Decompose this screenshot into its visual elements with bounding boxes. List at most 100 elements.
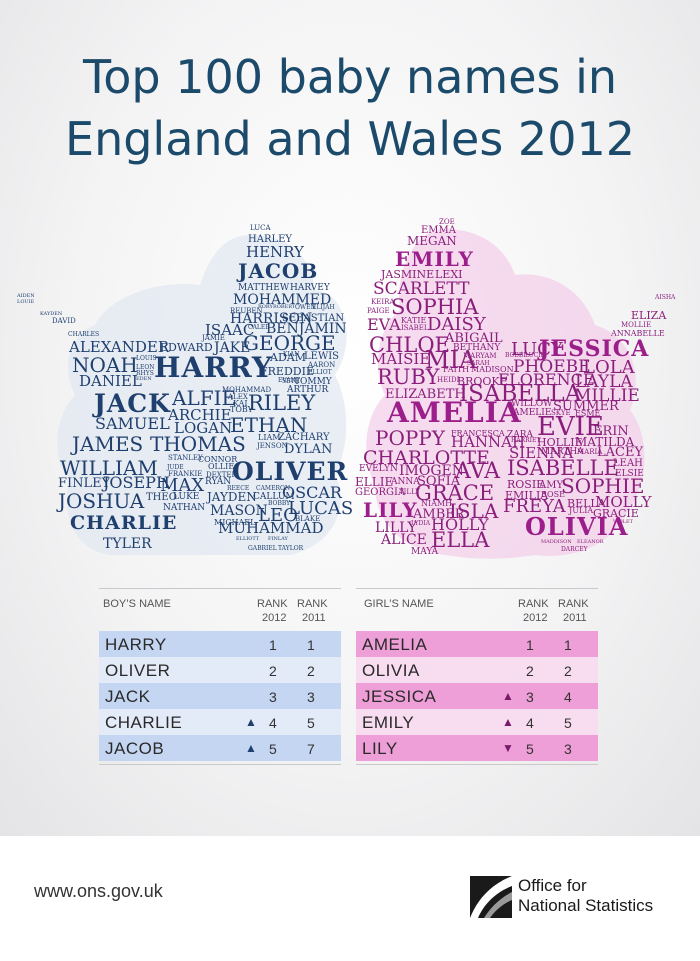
boys-cloud-shape xyxy=(57,235,347,555)
boys-cloud-word-elijah: ELIJAH xyxy=(312,304,335,311)
boys-cloud-word-theo: THEO xyxy=(146,492,177,503)
girls-cloud-word-amelia: AMELIA xyxy=(387,396,522,429)
girls-row-rank-2012: 4 xyxy=(526,715,534,731)
girls-table-bottom-rule xyxy=(356,761,598,765)
boys-cloud-word-jacob: JACOB xyxy=(238,259,319,283)
girls-row-rank-2012: 5 xyxy=(526,741,534,757)
boys-cloud-word-alex: ALEX xyxy=(228,393,248,401)
boys-cloud-word-frankie: FRANKIE xyxy=(168,470,203,478)
girls-cloud-word-isabelle: ISABELLE xyxy=(507,456,619,480)
girls-cloud-word-maisie: MAISIE xyxy=(371,350,431,368)
girls-cloud-shape xyxy=(366,229,645,559)
boys-row-rank-2012: 2 xyxy=(269,663,277,679)
girls-cloud-word-amber: AMBER xyxy=(413,507,465,522)
girls-cloud-word-holly: HOLLY xyxy=(431,515,489,534)
girls-cloud-word-bobbi: BOBBI xyxy=(505,352,526,359)
boys-col-rank-2012: RANK xyxy=(257,598,288,610)
boys-cloud-word-ollie: OLLIE xyxy=(208,462,235,471)
boys-cloud-word-leon: LEON xyxy=(136,364,155,371)
girls-cloud-word-isabel: ISABEL xyxy=(401,324,429,332)
girls-table-row: EMILY ▲ 4 5 xyxy=(356,709,598,735)
boys-row-name: JACOB xyxy=(105,739,165,758)
boys-cloud-word-jack: JACK xyxy=(94,389,171,418)
boys-cloud-word-jake: JAKE xyxy=(214,340,251,356)
girls-cloud-word-emma: EMMA xyxy=(421,225,456,236)
boys-cloud-word-leo: LEO xyxy=(258,505,298,526)
boys-cloud-word-finlay: FINLAY xyxy=(268,536,288,542)
boys-cloud-word-george: GEORGE xyxy=(243,331,336,355)
boys-row-name: OLIVER xyxy=(105,661,171,680)
boys-table-row: CHARLIE ▲ 4 5 xyxy=(99,709,341,735)
girls-cloud-word-niamh: NIAMH xyxy=(421,499,453,508)
girls-cloud-word-florence: FLORENCE xyxy=(498,370,595,389)
boys-table-row: OLIVER 2 2 xyxy=(99,657,341,683)
boys-cloud-word-ryan: RYAN xyxy=(205,477,232,487)
boys-cloud-word-louie: LOUIE xyxy=(17,299,35,305)
boys-cloud-word-lucas: LUCAS xyxy=(288,498,354,519)
girls-cloud-word-keira: KEIRA xyxy=(371,298,395,306)
boys-cloud-word-jude: JUDE xyxy=(167,464,184,471)
ons-website-link[interactable]: www.ons.gov.uk xyxy=(34,881,163,901)
boys-cloud-word-bobby: BOBBY xyxy=(268,500,291,507)
girls-col-year-2011: 2011 xyxy=(563,612,587,624)
girls-cloud-word-bethany: BETHANY xyxy=(453,343,501,353)
girls-cloud-word-lexi: LEXI xyxy=(435,268,463,281)
boys-cloud-word-jayden: JAYDEN xyxy=(207,490,257,504)
boys-cloud-word-michael: MICHAEL xyxy=(214,518,256,527)
boys-cloud-word-luke: LUKE xyxy=(173,492,200,502)
boys-row-name: CHARLIE xyxy=(105,713,183,732)
ons-org-line1: Office for xyxy=(518,876,587,895)
girls-cloud-word-amy: AMY xyxy=(539,480,564,491)
boys-cloud-word-riley: RILEY xyxy=(248,391,316,415)
girls-cloud-word-ruby: RUBY xyxy=(377,365,440,389)
girls-cloud-word-mia: MIA xyxy=(425,346,477,374)
boys-cloud-word-charlie: CHARLIE xyxy=(70,512,178,534)
boys-cloud-word-reuben: REUBEN xyxy=(230,307,263,315)
boys-row-rank-2012: 5 xyxy=(269,741,277,757)
girls-cloud-word-chloe: CHLOE xyxy=(369,333,450,357)
page-title-line2: England and Wales 2012 xyxy=(65,112,635,166)
boys-cloud-word-oliver: OLIVER xyxy=(232,457,349,486)
girls-cloud-word-hannah: HANNAH xyxy=(451,433,526,451)
boys-cloud-word-sebastian: SEBASTIAN xyxy=(282,313,345,324)
girls-cloud-word-grace: GRACE xyxy=(415,481,495,505)
girls-cloud-word-paige: PAIGE xyxy=(367,307,390,315)
boys-cloud-word-rory: RORY xyxy=(258,304,273,310)
girls-row-rank-2011: 3 xyxy=(564,741,572,757)
girls-cloud-word-molly: MOLLY xyxy=(595,493,652,511)
boys-cloud-word-harley: HARLEY xyxy=(248,234,293,245)
girls-cloud-word-scarlett: SCARLETT xyxy=(373,279,470,299)
boys-cloud-word-aiden: AIDEN xyxy=(17,293,35,299)
boys-cloud-word-mason: MASON xyxy=(210,503,268,519)
girls-cloud-word-julia: JULIA xyxy=(569,506,594,515)
boys-cloud-word-connor: CONNOR xyxy=(198,455,238,464)
girls-table-row: LILY ▼ 5 3 xyxy=(356,735,598,761)
girls-cloud-word-esme: ESME xyxy=(575,409,601,418)
boys-table-row: HARRY 1 1 xyxy=(99,631,341,657)
boys-cloud-word-arthur: ARTHUR xyxy=(287,385,329,395)
boys-cloud-word-matthew: MATTHEW xyxy=(238,283,290,293)
boys-cloud-word-samuel: SAMUEL xyxy=(95,414,170,433)
girls-cloud-word-emily: EMILY xyxy=(395,247,474,271)
girls-cloud-word-leah: LEAH xyxy=(613,458,643,469)
boys-cloud-word-james: JAMES xyxy=(72,432,144,456)
girls-row-rank-2011: 2 xyxy=(564,663,572,679)
girls-cloud-word-maryam: MARYAM xyxy=(463,352,497,360)
girls-cloud-word-sarah: SARAH xyxy=(467,360,490,367)
girls-cloud-word-harriet: HARRIET xyxy=(511,437,541,444)
boys-cloud-word-alfie: ALFIE xyxy=(172,386,237,410)
girls-cloud-word-erin: ERIN xyxy=(593,424,629,439)
boys-cloud-word-owen: OWEN xyxy=(295,304,316,311)
boys-cloud-word-gabriel: GABRIEL xyxy=(248,545,277,552)
boys-cloud-word-muhammad: MUHAMMAD xyxy=(218,519,324,537)
girls-row-name: AMELIA xyxy=(362,635,428,654)
boys-table-row: JACOB ▲ 5 7 xyxy=(99,735,341,761)
boys-row-rank-2012: 1 xyxy=(269,637,277,653)
girls-row-rank-2011: 1 xyxy=(564,637,572,653)
boys-cloud-word-mohammad: MOHAMMAD xyxy=(222,386,272,394)
boys-col-year-2011: 2011 xyxy=(302,612,326,624)
boys-cloud-word-luca: LUCA xyxy=(250,224,271,232)
girls-row-name: EMILY xyxy=(362,713,415,732)
rank-up-icon: ▲ xyxy=(245,741,257,755)
rank-up-icon: ▲ xyxy=(245,715,257,729)
